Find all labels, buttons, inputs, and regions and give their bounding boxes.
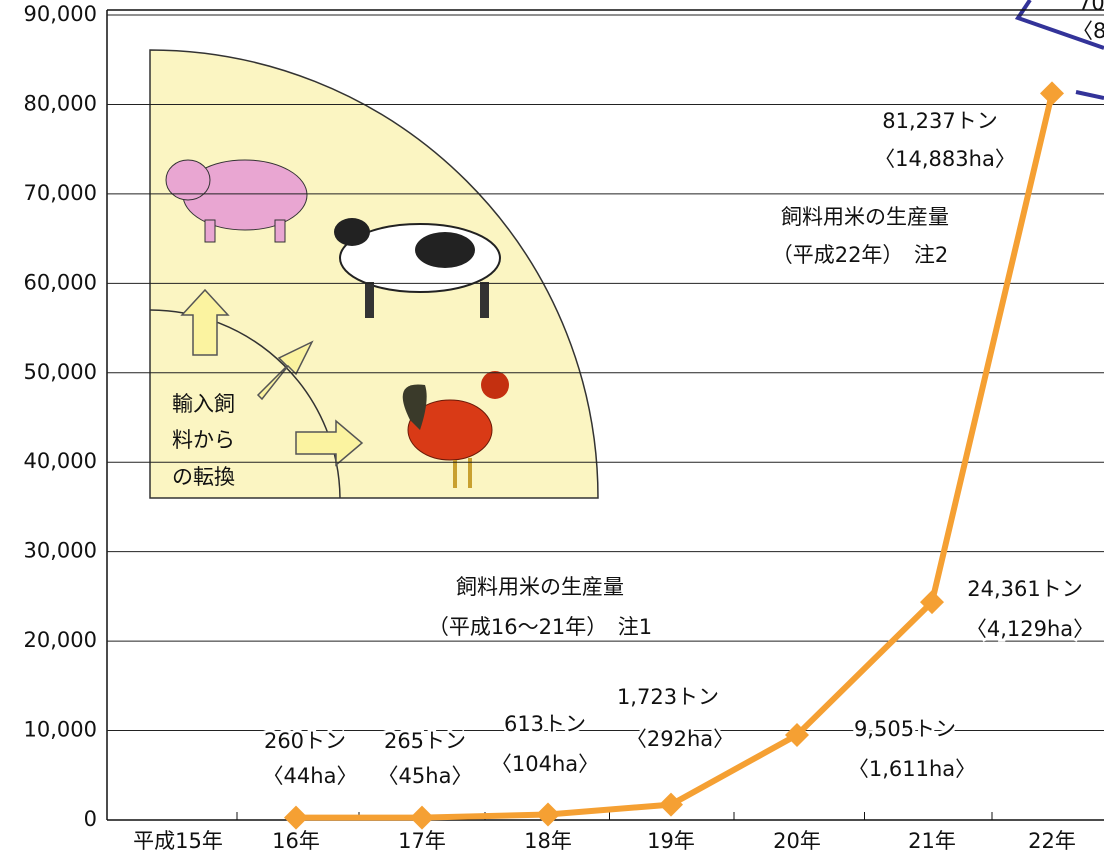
area-label: 〈4,129ha〉 bbox=[966, 617, 1094, 641]
data-point bbox=[284, 805, 308, 830]
annotation: 70 bbox=[1078, 0, 1104, 15]
y-tick-label: 80,000 bbox=[24, 91, 97, 115]
annotation: の転換 bbox=[172, 465, 235, 489]
area-label: 〈104ha〉 bbox=[491, 752, 599, 776]
callout-box bbox=[1075, 90, 1104, 100]
data-point bbox=[410, 805, 434, 830]
x-tick-label: 19年 bbox=[647, 829, 695, 853]
area-label: 〈45ha〉 bbox=[378, 764, 473, 788]
y-tick-label: 10,000 bbox=[24, 718, 97, 742]
area-label: 〈44ha〉 bbox=[263, 764, 358, 788]
data-label: 260トン bbox=[264, 729, 346, 753]
x-tick-label: 16年 bbox=[272, 829, 320, 853]
callout-box bbox=[1014, 0, 1104, 50]
data-point bbox=[1040, 81, 1064, 106]
data-label: 81,237トン bbox=[882, 109, 997, 133]
y-tick-label: 50,000 bbox=[24, 360, 97, 384]
annotation: 〈8. bbox=[1072, 19, 1104, 43]
annotation: （平成16～21年） 注1 bbox=[428, 615, 652, 639]
y-tick-label: 70,000 bbox=[24, 181, 97, 205]
annotation: （平成22年） 注2 bbox=[772, 243, 949, 267]
x-tick-label: 平成15年 bbox=[133, 829, 223, 853]
data-point bbox=[785, 722, 809, 747]
y-tick-label: 30,000 bbox=[24, 539, 97, 563]
data-label: 9,505トン bbox=[854, 717, 956, 741]
x-tick-label: 18年 bbox=[524, 829, 572, 853]
data-point bbox=[659, 792, 683, 817]
data-label: 1,723トン bbox=[617, 685, 719, 709]
area-label: 〈14,883ha〉 bbox=[874, 147, 1016, 171]
illustration bbox=[149, 49, 599, 499]
annotation: 飼料用米の生産量 bbox=[781, 205, 949, 229]
annotation: 料から bbox=[172, 428, 235, 452]
y-tick-label: 20,000 bbox=[24, 628, 97, 652]
data-label: 613トン bbox=[504, 712, 586, 736]
data-point bbox=[536, 802, 560, 827]
x-tick-label: 17年 bbox=[398, 829, 446, 853]
y-tick-label: 0 bbox=[84, 807, 97, 831]
annotation: 輸入飼 bbox=[172, 392, 235, 416]
x-tick-label: 20年 bbox=[773, 829, 821, 853]
area-label: 〈292ha〉 bbox=[626, 727, 734, 751]
y-tick-label: 40,000 bbox=[24, 449, 97, 473]
x-tick-label: 21年 bbox=[908, 829, 956, 853]
plot: 飼料用米の生産量 （平成16～21年） 注1 飼料用米の生産量 （平成22年） 注2 輸… bbox=[172, 0, 1104, 830]
x-tick-label: 22年 bbox=[1028, 829, 1076, 853]
annotation: 飼料用米の生産量 bbox=[456, 575, 624, 599]
data-label: 24,361トン bbox=[967, 577, 1082, 601]
area-label: 〈1,611ha〉 bbox=[848, 757, 976, 781]
y-tick-label: 90,000 bbox=[24, 2, 97, 26]
data-point bbox=[920, 590, 944, 615]
data-label: 265トン bbox=[384, 729, 466, 753]
y-tick-label: 60,000 bbox=[24, 270, 97, 294]
grid: 0 10,000 20,000 30,000 40,000 50,000 60,000 70,… bbox=[24, 2, 1104, 853]
